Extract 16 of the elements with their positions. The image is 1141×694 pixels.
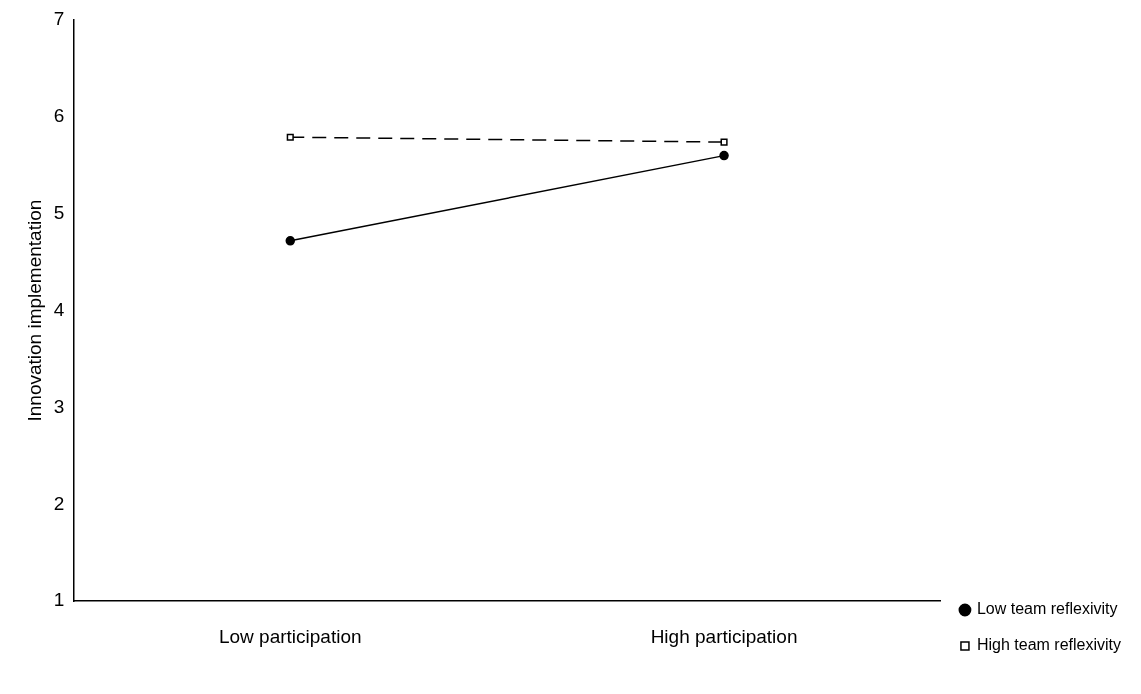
y-tick-label: 2 — [53, 492, 65, 514]
legend-label: Low team reflexivity — [976, 600, 1118, 618]
y-tick-label: 6 — [53, 105, 65, 127]
point — [720, 138, 728, 146]
y-tick-label: 5 — [53, 201, 65, 223]
x-tick-label: High participation — [650, 625, 798, 647]
legend-label: High team reflexivity — [976, 636, 1121, 654]
y-tick-label: 7 — [53, 8, 65, 30]
point — [719, 150, 729, 161]
x-tick-label: Low participation — [218, 625, 362, 647]
y-axis-title: Innovation implementation — [23, 199, 45, 422]
y-tick-label: 1 — [53, 589, 65, 611]
point — [285, 236, 296, 246]
y-tick-label: 4 — [53, 298, 65, 320]
point — [286, 133, 294, 141]
y-tick-label: 3 — [53, 395, 65, 417]
